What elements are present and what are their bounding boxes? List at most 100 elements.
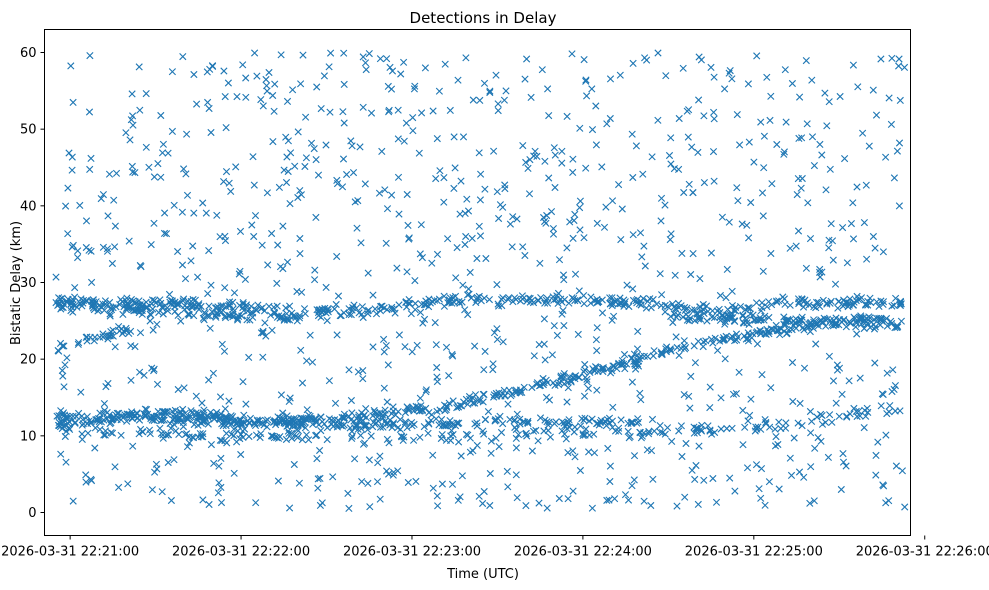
detection-point bbox=[209, 369, 217, 377]
detection-point bbox=[621, 298, 629, 306]
detection-point bbox=[656, 428, 664, 436]
detection-point bbox=[305, 436, 313, 444]
detection-point bbox=[791, 319, 799, 327]
detection-point bbox=[381, 406, 389, 414]
detection-point bbox=[845, 301, 853, 309]
detection-point bbox=[446, 106, 454, 114]
detection-point bbox=[383, 55, 391, 63]
detection-point bbox=[297, 191, 305, 199]
detection-point bbox=[832, 399, 840, 407]
detection-point bbox=[239, 427, 247, 435]
detection-point bbox=[78, 430, 86, 438]
detection-point bbox=[607, 369, 615, 377]
detection-point bbox=[271, 80, 279, 88]
detection-point bbox=[632, 142, 640, 150]
detection-point bbox=[144, 410, 152, 418]
detection-point bbox=[700, 179, 708, 187]
detection-point bbox=[89, 304, 97, 312]
detection-point bbox=[869, 86, 877, 94]
detection-point bbox=[806, 235, 815, 243]
detection-point bbox=[259, 329, 267, 337]
detection-point bbox=[457, 177, 465, 185]
detection-point bbox=[493, 188, 501, 196]
detection-point bbox=[240, 306, 248, 314]
detection-point bbox=[630, 452, 639, 460]
detection-point bbox=[608, 316, 616, 324]
detection-point bbox=[286, 316, 294, 324]
detection-point bbox=[268, 229, 276, 238]
detection-point bbox=[796, 399, 804, 407]
detection-point bbox=[405, 406, 413, 415]
detection-point bbox=[457, 452, 465, 460]
detection-point bbox=[267, 432, 275, 440]
detection-point bbox=[861, 317, 869, 325]
detection-point bbox=[294, 193, 302, 202]
detection-point bbox=[227, 187, 235, 195]
detection-point bbox=[87, 247, 95, 255]
detection-point bbox=[283, 97, 292, 105]
detection-point bbox=[492, 434, 500, 442]
detection-point bbox=[862, 181, 870, 189]
detection-point bbox=[170, 201, 178, 209]
detection-point bbox=[553, 331, 561, 339]
detection-point bbox=[64, 230, 72, 238]
detection-point bbox=[280, 166, 288, 174]
detection-point bbox=[443, 403, 451, 411]
detection-point bbox=[605, 496, 613, 504]
detection-point bbox=[376, 55, 384, 63]
detection-point bbox=[745, 234, 753, 242]
detection-point bbox=[164, 149, 172, 157]
detection-point bbox=[429, 107, 437, 115]
detection-point bbox=[609, 362, 617, 370]
detection-point bbox=[71, 419, 79, 427]
detection-point bbox=[256, 419, 264, 427]
detection-point bbox=[511, 423, 519, 432]
detection-point bbox=[145, 163, 153, 171]
detection-point bbox=[250, 181, 258, 189]
detection-point bbox=[125, 237, 133, 245]
detection-point bbox=[189, 242, 197, 250]
detection-point bbox=[786, 301, 794, 309]
detection-point bbox=[111, 463, 119, 471]
detection-point bbox=[99, 191, 107, 199]
detection-point bbox=[367, 432, 375, 440]
detection-point bbox=[75, 339, 83, 347]
detection-point bbox=[831, 280, 840, 288]
detection-point bbox=[383, 306, 391, 314]
detection-point bbox=[857, 312, 865, 320]
detection-point bbox=[250, 420, 258, 428]
detection-point bbox=[133, 414, 141, 422]
detection-point bbox=[576, 226, 584, 234]
detection-point bbox=[501, 392, 509, 400]
detection-point bbox=[861, 406, 869, 414]
detection-point bbox=[723, 424, 731, 433]
detection-point bbox=[257, 96, 265, 104]
detection-point bbox=[86, 165, 94, 173]
detection-point bbox=[763, 73, 771, 81]
detection-point bbox=[758, 371, 766, 379]
detection-point bbox=[147, 241, 155, 249]
detection-point bbox=[780, 148, 788, 156]
detection-point bbox=[807, 429, 815, 437]
detection-point bbox=[566, 373, 574, 381]
detection-point bbox=[298, 379, 307, 387]
detection-point bbox=[645, 428, 653, 436]
detection-point bbox=[684, 133, 692, 141]
detection-point bbox=[221, 284, 229, 292]
detection-point bbox=[509, 213, 517, 221]
detection-point bbox=[210, 459, 218, 467]
detection-point bbox=[637, 396, 645, 404]
detection-point bbox=[459, 281, 467, 289]
detection-point bbox=[394, 106, 402, 114]
detection-point bbox=[725, 218, 733, 226]
detection-point bbox=[677, 422, 685, 430]
detection-point bbox=[161, 408, 169, 416]
detection-point bbox=[671, 271, 679, 279]
detection-point bbox=[104, 212, 112, 220]
detection-point bbox=[495, 443, 503, 451]
detection-point bbox=[739, 441, 747, 449]
detection-point bbox=[721, 355, 729, 363]
detection-point bbox=[817, 437, 825, 445]
detection-point bbox=[656, 270, 664, 278]
detection-point bbox=[569, 168, 577, 176]
